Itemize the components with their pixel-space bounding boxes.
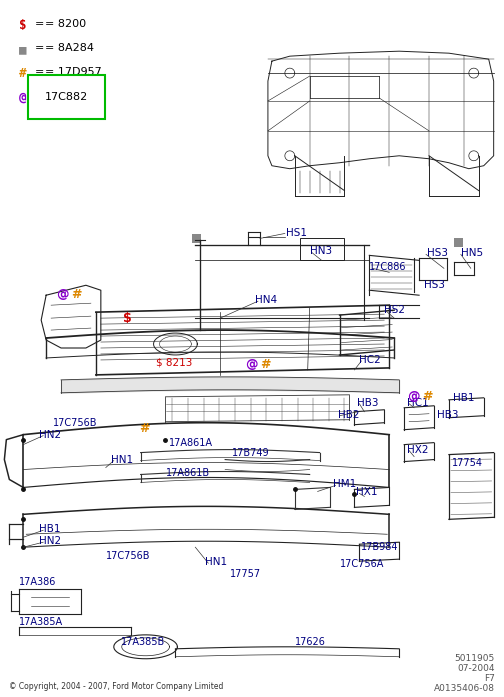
Text: #: # [19,67,27,80]
Text: $: $ [122,312,132,325]
Text: A0135406-08: A0135406-08 [433,684,494,693]
Text: HN3: HN3 [309,247,332,256]
Text: HB1: HB1 [39,524,60,535]
Text: $ 8213: $ 8213 [156,358,192,368]
Text: 17B749: 17B749 [232,447,270,458]
Text: HB1: HB1 [453,393,474,403]
Text: HB3: HB3 [437,410,459,420]
Text: HS3: HS3 [424,280,445,290]
Text: = 8200: = 8200 [45,20,86,29]
Text: 17A385A: 17A385A [19,617,64,627]
Text: @: @ [56,289,69,301]
Text: 17A861B: 17A861B [165,468,210,477]
Text: HN4: HN4 [255,296,277,305]
Text: HS2: HS2 [384,305,405,315]
Text: 5011905: 5011905 [455,654,494,663]
Text: HC1: HC1 [407,398,429,408]
Text: @: @ [407,390,420,403]
Text: @: @ [19,91,27,104]
Text: =: = [35,91,44,101]
Bar [300,238,345,261]
Text: ■: ■ [19,43,27,56]
Text: 17626: 17626 [295,637,326,647]
Text: 17C756A: 17C756A [340,559,384,569]
Text: HC2: HC2 [359,355,381,365]
Text: #: # [139,422,149,435]
Text: =: = [35,67,44,77]
Text: 17C886: 17C886 [369,262,407,273]
Text: HN1: HN1 [205,557,227,567]
Text: $: $ [19,20,27,32]
Text: HM1: HM1 [333,480,356,489]
Text: @: @ [245,358,258,371]
Text: 17C756B: 17C756B [106,551,150,561]
Text: HS1: HS1 [286,229,307,238]
Text: 17A385B: 17A385B [121,637,165,647]
Text: #: # [71,289,82,301]
Text: = 8A284: = 8A284 [45,43,94,53]
Text: 17C756B: 17C756B [53,418,98,428]
Text: HN5: HN5 [461,248,483,259]
Text: HS3: HS3 [427,248,448,259]
Text: = 17D957: = 17D957 [45,67,102,77]
Bar [454,238,463,247]
Text: HX1: HX1 [356,487,378,498]
Text: F7: F7 [484,674,494,682]
Text: #: # [422,390,432,403]
Text: HX2: HX2 [407,445,428,454]
Text: HB3: HB3 [357,398,379,408]
Text: © Copyright, 2004 - 2007, Ford Motor Company Limited: © Copyright, 2004 - 2007, Ford Motor Com… [10,682,224,691]
Text: HN2: HN2 [39,429,61,440]
Text: 17A861A: 17A861A [168,438,213,447]
Text: 17C882: 17C882 [45,92,88,102]
Bar [193,234,201,243]
Text: HN2: HN2 [39,536,61,546]
Text: HB2: HB2 [338,410,359,420]
Text: 07-2004: 07-2004 [457,664,494,673]
Text: 17754: 17754 [452,457,483,468]
Text: =: = [35,20,44,29]
Text: 17B984: 17B984 [361,542,399,552]
Text: #: # [260,358,271,371]
Text: 17757: 17757 [230,569,261,579]
Text: HN1: HN1 [111,454,133,465]
Text: 17A386: 17A386 [19,577,56,587]
Text: =: = [35,43,44,53]
